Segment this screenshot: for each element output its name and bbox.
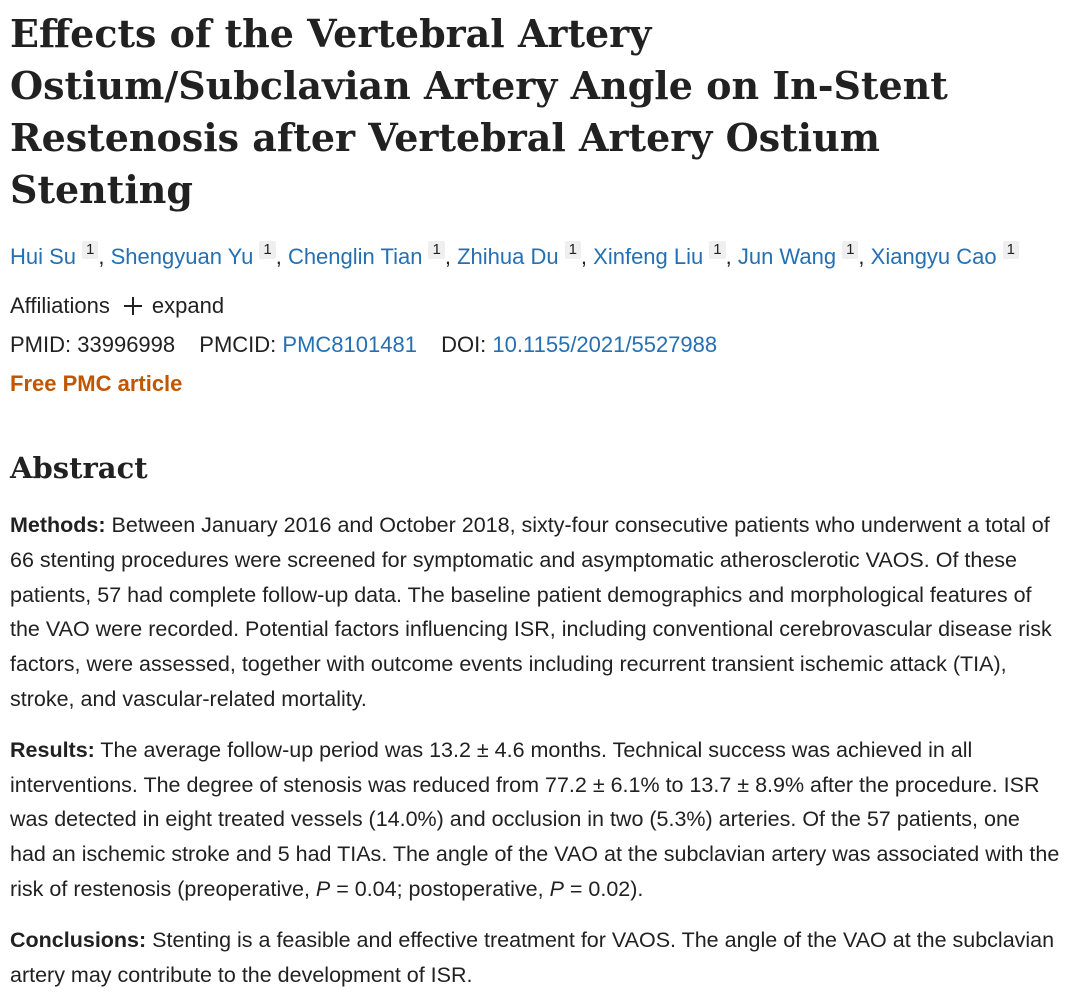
separator: , <box>98 244 111 269</box>
expand-label: expand <box>151 293 225 318</box>
methods-text: Between January 2016 and October 2018, s… <box>10 513 1052 711</box>
affiliations-label: Affiliations <box>10 293 110 318</box>
p-value-symbol: P <box>315 876 331 901</box>
affiliation-ref[interactable]: 1 <box>428 241 445 259</box>
results-label: Results: <box>10 737 95 762</box>
results-text: = 0.02). <box>563 876 644 901</box>
separator: , <box>580 244 594 269</box>
methods-label: Methods: <box>10 513 106 537</box>
author-link[interactable]: Shengyuan Yu <box>110 244 254 269</box>
abstract-heading: Abstract <box>10 451 148 485</box>
results-text: The average follow-up period was 13.2 ± … <box>10 737 1060 901</box>
doi-label: DOI: <box>441 332 487 357</box>
pmid-label: PMID: <box>10 332 72 357</box>
conclusions-text: Stenting is a feasible and effective tre… <box>10 927 1055 987</box>
author-link[interactable]: Zhihua Du <box>457 244 559 269</box>
conclusions-label: Conclusions: <box>10 927 147 952</box>
doi-link[interactable]: 10.1155/2021/5527988 <box>492 332 718 357</box>
abstract-results: Results: The average follow-up period wa… <box>10 733 1060 907</box>
author-link[interactable]: Jun Wang <box>737 244 837 269</box>
p-value-symbol: P <box>549 876 564 901</box>
abstract-conclusions: Conclusions: Stenting is a feasible and … <box>10 923 1060 992</box>
affiliation-ref[interactable]: 1 <box>1002 241 1019 259</box>
separator: , <box>725 244 738 269</box>
separator: , <box>444 244 458 269</box>
pmid-value: 33996998 <box>77 332 176 357</box>
identifiers-row: PMID: 33996998 PMCID: PMC8101481 DOI: 10… <box>10 331 1060 359</box>
affiliation-ref[interactable]: 1 <box>564 241 581 259</box>
affiliation-ref[interactable]: 1 <box>842 241 859 259</box>
affiliation-ref[interactable]: 1 <box>709 241 726 259</box>
author-link[interactable]: Xinfeng Liu <box>593 244 704 269</box>
article-page: Effects of the Vertebral Artery Ostium/S… <box>10 8 1060 992</box>
author-link[interactable]: Hui Su <box>10 244 77 269</box>
affiliation-ref[interactable]: 1 <box>259 241 276 259</box>
author-link[interactable]: Xiangyu Cao <box>870 244 997 269</box>
free-pmc-article-link[interactable]: Free PMC article <box>10 371 183 396</box>
author-list: Hui Su 1, Shengyuan Yu 1, Chenglin Tian 1, … <box>10 241 1060 271</box>
results-text: = 0.04; postoperative, <box>330 876 550 901</box>
affiliation-ref[interactable]: 1 <box>82 241 99 259</box>
abstract-methods: Methods: Between January 2016 and Octobe… <box>10 508 1060 717</box>
separator: , <box>275 244 288 269</box>
pmcid-label: PMCID: <box>199 332 277 357</box>
expand-affiliations-button[interactable]: expand <box>123 292 225 320</box>
separator: , <box>858 244 871 269</box>
article-title: Effects of the Vertebral Artery Ostium/S… <box>10 11 948 212</box>
plus-icon <box>123 297 142 315</box>
affiliations-row: Affiliations expand <box>10 292 1060 320</box>
pmcid-link[interactable]: PMC8101481 <box>282 332 417 357</box>
author-link[interactable]: Chenglin Tian <box>287 244 423 269</box>
